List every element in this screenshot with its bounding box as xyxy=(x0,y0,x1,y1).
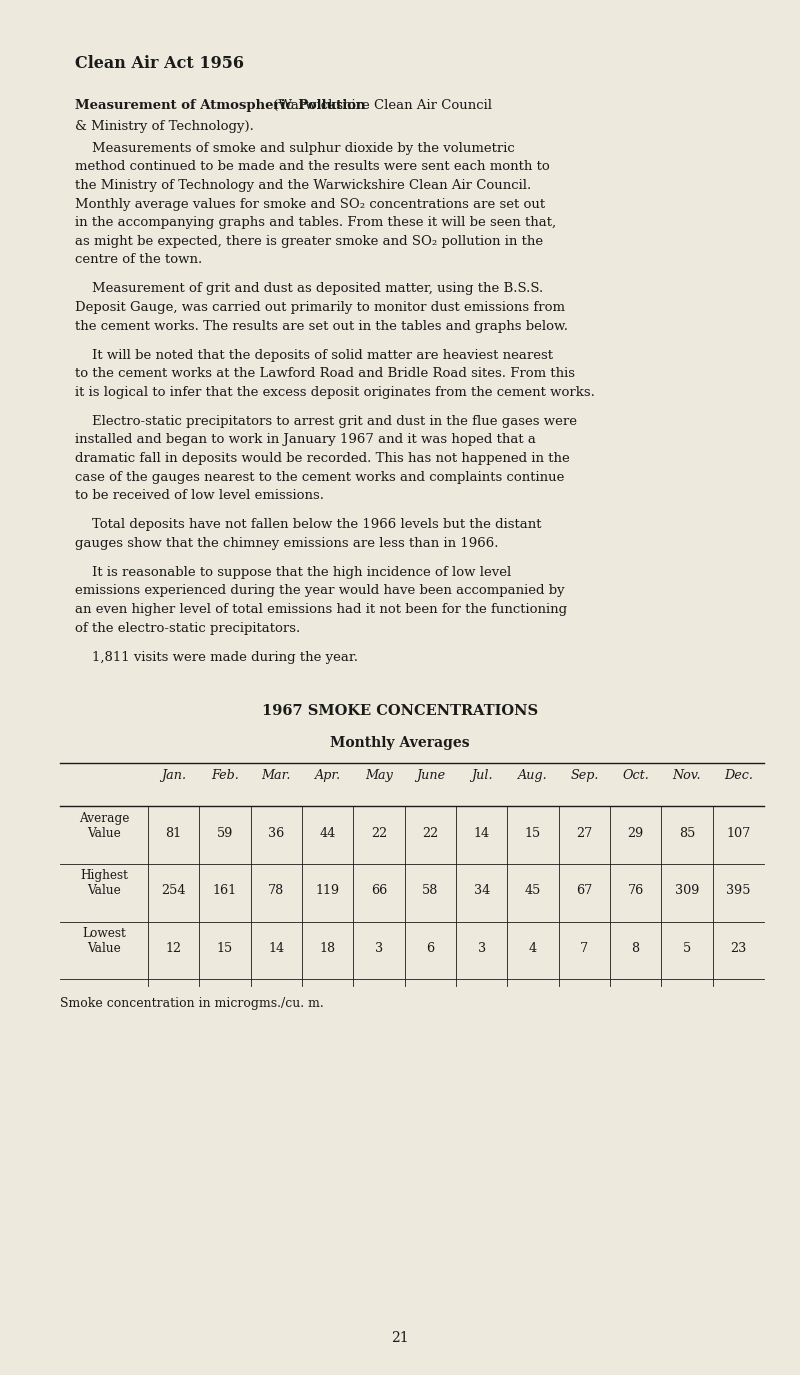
Text: Electro-static precipitators to arrest grit and dust in the flue gases were: Electro-static precipitators to arrest g… xyxy=(75,415,577,428)
Text: dramatic fall in deposits would be recorded. This has not happened in the: dramatic fall in deposits would be recor… xyxy=(75,452,570,465)
Text: & Ministry of Technology).: & Ministry of Technology). xyxy=(75,121,254,133)
Text: 14: 14 xyxy=(268,942,284,956)
Text: 76: 76 xyxy=(627,884,644,898)
Text: 58: 58 xyxy=(422,884,438,898)
Text: Aug.: Aug. xyxy=(518,769,548,782)
Text: Total deposits have not fallen below the 1966 levels but the distant: Total deposits have not fallen below the… xyxy=(75,518,542,531)
Text: Dec.: Dec. xyxy=(724,769,753,782)
Text: 15: 15 xyxy=(217,942,233,956)
Text: 22: 22 xyxy=(422,826,438,840)
Text: to be received of low level emissions.: to be received of low level emissions. xyxy=(75,490,324,502)
Text: 7: 7 xyxy=(580,942,588,956)
Text: 85: 85 xyxy=(679,826,695,840)
Text: (Warwickshire Clean Air Council: (Warwickshire Clean Air Council xyxy=(270,99,492,111)
Text: 23: 23 xyxy=(730,942,746,956)
Text: 4: 4 xyxy=(529,942,537,956)
Text: 5: 5 xyxy=(683,942,691,956)
Text: method continued to be made and the results were sent each month to: method continued to be made and the resu… xyxy=(75,161,550,173)
Text: June: June xyxy=(416,769,445,782)
Text: 18: 18 xyxy=(320,942,336,956)
Text: It is reasonable to suppose that the high incidence of low level: It is reasonable to suppose that the hig… xyxy=(75,565,511,579)
Text: May: May xyxy=(365,769,393,782)
Text: Clean Air Act 1956: Clean Air Act 1956 xyxy=(75,55,244,72)
Text: Measurement of Atmospheric Pollution: Measurement of Atmospheric Pollution xyxy=(75,99,366,111)
Text: Average
Value: Average Value xyxy=(79,811,129,840)
Text: 12: 12 xyxy=(166,942,182,956)
Text: 59: 59 xyxy=(217,826,233,840)
Text: the cement works. The results are set out in the tables and graphs below.: the cement works. The results are set ou… xyxy=(75,319,568,333)
Text: 119: 119 xyxy=(316,884,340,898)
Text: 3: 3 xyxy=(478,942,486,956)
Text: the Ministry of Technology and the Warwickshire Clean Air Council.: the Ministry of Technology and the Warwi… xyxy=(75,179,531,192)
Text: Sep.: Sep. xyxy=(570,769,598,782)
Text: Feb.: Feb. xyxy=(211,769,239,782)
Text: installed and began to work in January 1967 and it was hoped that a: installed and began to work in January 1… xyxy=(75,433,536,447)
Text: 14: 14 xyxy=(474,826,490,840)
Text: 34: 34 xyxy=(474,884,490,898)
Text: 107: 107 xyxy=(726,826,750,840)
Text: 395: 395 xyxy=(726,884,750,898)
Text: 8: 8 xyxy=(632,942,640,956)
Text: Oct.: Oct. xyxy=(622,769,649,782)
Text: Smoke concentration in microgms./cu. m.: Smoke concentration in microgms./cu. m. xyxy=(60,997,324,1011)
Text: Lowest
Value: Lowest Value xyxy=(82,927,126,956)
Text: Jan.: Jan. xyxy=(161,769,186,782)
Text: 6: 6 xyxy=(426,942,434,956)
Text: 22: 22 xyxy=(371,826,387,840)
Text: Monthly Averages: Monthly Averages xyxy=(330,736,470,749)
Text: 254: 254 xyxy=(162,884,186,898)
Text: 45: 45 xyxy=(525,884,541,898)
Text: as might be expected, there is greater smoke and SO₂ pollution in the: as might be expected, there is greater s… xyxy=(75,235,543,248)
Text: Nov.: Nov. xyxy=(673,769,702,782)
Text: Mar.: Mar. xyxy=(262,769,291,782)
Text: 36: 36 xyxy=(268,826,285,840)
Text: Monthly average values for smoke and SO₂ concentrations are set out: Monthly average values for smoke and SO₂… xyxy=(75,198,545,210)
Text: Deposit Gauge, was carried out primarily to monitor dust emissions from: Deposit Gauge, was carried out primarily… xyxy=(75,301,565,314)
Text: 1967 SMOKE CONCENTRATIONS: 1967 SMOKE CONCENTRATIONS xyxy=(262,704,538,718)
Text: case of the gauges nearest to the cement works and complaints continue: case of the gauges nearest to the cement… xyxy=(75,470,564,484)
Text: 15: 15 xyxy=(525,826,541,840)
Text: Apr.: Apr. xyxy=(314,769,341,782)
Text: 3: 3 xyxy=(375,942,383,956)
Text: centre of the town.: centre of the town. xyxy=(75,253,202,267)
Text: gauges show that the chimney emissions are less than in 1966.: gauges show that the chimney emissions a… xyxy=(75,536,498,550)
Text: 81: 81 xyxy=(166,826,182,840)
Text: 27: 27 xyxy=(576,826,593,840)
Text: 309: 309 xyxy=(675,884,699,898)
Text: emissions experienced during the year would have been accompanied by: emissions experienced during the year wo… xyxy=(75,584,565,598)
Text: Measurement of grit and dust as deposited matter, using the B.S.S.: Measurement of grit and dust as deposite… xyxy=(75,282,543,296)
Text: 44: 44 xyxy=(319,826,336,840)
Text: 67: 67 xyxy=(576,884,593,898)
Text: 161: 161 xyxy=(213,884,237,898)
Text: It will be noted that the deposits of solid matter are heaviest nearest: It will be noted that the deposits of so… xyxy=(75,348,553,362)
Text: Jul.: Jul. xyxy=(471,769,493,782)
Text: 1,811 visits were made during the year.: 1,811 visits were made during the year. xyxy=(75,650,358,664)
Text: Highest
Value: Highest Value xyxy=(80,869,128,898)
Text: 78: 78 xyxy=(268,884,285,898)
Text: in the accompanying graphs and tables. From these it will be seen that,: in the accompanying graphs and tables. F… xyxy=(75,216,556,230)
Text: 29: 29 xyxy=(627,826,644,840)
Text: 21: 21 xyxy=(391,1331,409,1345)
Text: Measurements of smoke and sulphur dioxide by the volumetric: Measurements of smoke and sulphur dioxid… xyxy=(75,142,514,154)
Text: 66: 66 xyxy=(371,884,387,898)
Text: it is logical to infer that the excess deposit originates from the cement works.: it is logical to infer that the excess d… xyxy=(75,386,595,399)
Text: to the cement works at the Lawford Road and Bridle Road sites. From this: to the cement works at the Lawford Road … xyxy=(75,367,575,381)
Text: of the electro-static precipitators.: of the electro-static precipitators. xyxy=(75,622,300,635)
Text: an even higher level of total emissions had it not been for the functioning: an even higher level of total emissions … xyxy=(75,604,567,616)
